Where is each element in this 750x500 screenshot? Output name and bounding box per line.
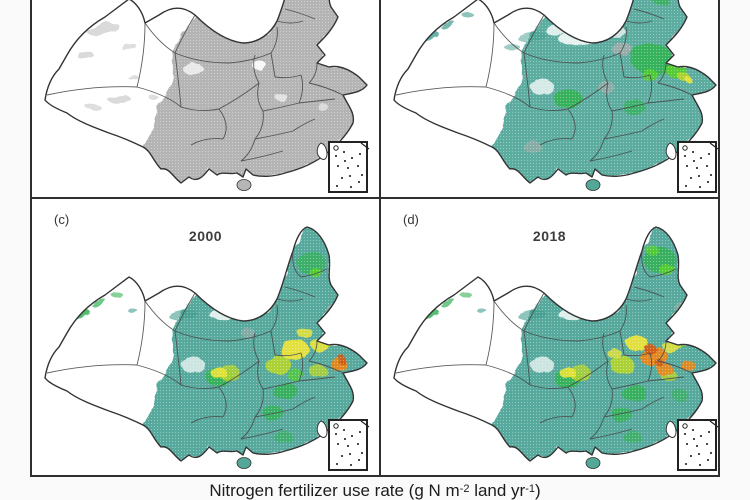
china-map-a — [33, 0, 379, 197]
panel-year-c: 2000 — [188, 228, 223, 244]
china-map-svg-a — [44, 0, 370, 193]
south-china-sea-inset — [677, 419, 718, 471]
south-china-sea-inset — [328, 419, 370, 471]
china-map-svg-c — [44, 226, 370, 471]
china-map-d — [382, 215, 718, 475]
figure-caption: Nitrogen fertilizer use rate (g N m-2 la… — [0, 481, 750, 500]
map-panel-b — [379, 0, 720, 199]
china-map-c — [33, 215, 379, 475]
map-panel-a — [30, 0, 381, 199]
map-panel-c: (c) 2000 — [30, 197, 381, 477]
caption-prefix: Nitrogen fertilizer use rate (g N m — [209, 481, 460, 500]
china-map-b — [382, 0, 718, 197]
south-china-sea-inset — [677, 141, 718, 193]
caption-sup-1: -1 — [525, 483, 535, 495]
south-china-sea-inset — [328, 141, 370, 193]
caption-mid: land yr — [469, 481, 526, 500]
china-map-svg-d — [393, 226, 718, 471]
panel-label-d: (d) — [403, 212, 419, 227]
panel-label-c: (c) — [54, 212, 70, 227]
panel-year-d: 2018 — [532, 228, 567, 244]
china-map-svg-b — [393, 0, 718, 193]
caption-suffix: ) — [535, 481, 541, 500]
caption-sup-2: -2 — [459, 483, 470, 495]
map-panel-d: (d) 2018 — [379, 197, 720, 477]
